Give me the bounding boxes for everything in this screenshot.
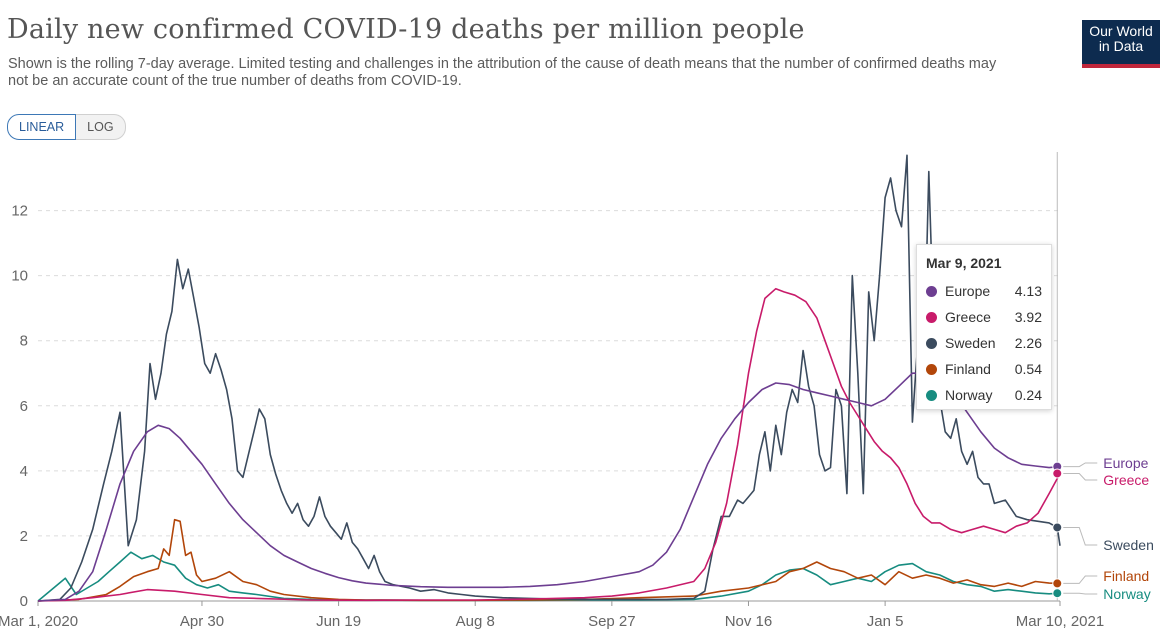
x-tick-label: Nov 16 <box>725 613 773 630</box>
legend-dot-icon <box>926 311 937 323</box>
series-marker-sweden <box>1052 522 1063 533</box>
tooltip-series-value: 0.24 <box>1014 387 1042 403</box>
tooltip-row-europe: Europe 4.13 <box>926 278 1042 304</box>
y-tick-label: 2 <box>20 528 28 545</box>
y-tick-label: 8 <box>20 333 28 350</box>
y-tick-label: 12 <box>11 203 28 220</box>
series-line-finland <box>37 518 1061 602</box>
chart-subtitle: Shown is the rolling 7-day average. Limi… <box>8 56 997 89</box>
owid-logo[interactable]: Our World in Data <box>1082 20 1160 68</box>
tooltip-series-value: 0.54 <box>1014 361 1042 377</box>
tooltip-row-greece: Greece 3.92 <box>926 304 1042 330</box>
series-marker-greece <box>1052 468 1063 479</box>
x-tick-label: Sep 27 <box>588 613 636 630</box>
tooltip-row-finland: Finland 0.54 <box>926 356 1042 382</box>
legend-dot-icon <box>926 285 937 297</box>
x-tick-label: Apr 30 <box>180 613 224 630</box>
y-tick-label: 6 <box>20 398 28 415</box>
tooltip-series-value: 4.13 <box>1014 283 1042 299</box>
tooltip-series-name: Norway <box>945 387 993 403</box>
tooltip-series-value: 3.92 <box>1014 309 1042 325</box>
x-tick-label: Jan 5 <box>867 613 904 630</box>
series-line-europe <box>37 372 1061 602</box>
scale-toggle: LINEAR LOG <box>7 114 126 140</box>
chart-title: Daily new confirmed COVID-19 deaths per … <box>7 14 805 45</box>
tooltip-series-name: Sweden <box>945 335 996 351</box>
x-tick-label: Mar 10, 2021 <box>1016 613 1104 630</box>
hover-tooltip: Mar 9, 2021 Europe 4.13 Greece 3.92 Sweden 2.… <box>916 244 1052 410</box>
series-end-label-europe: Europe <box>1103 455 1148 471</box>
logo-line-1: Our World <box>1089 23 1153 39</box>
legend-dot-icon <box>926 363 937 375</box>
legend-dot-icon <box>926 337 937 349</box>
tooltip-series-name: Greece <box>945 309 991 325</box>
label-connector <box>1063 527 1098 546</box>
series-marker-finland <box>1052 578 1063 589</box>
series-end-label-norway: Norway <box>1103 586 1150 602</box>
series-marker-norway <box>1052 588 1063 599</box>
tooltip-series-value: 2.26 <box>1014 335 1042 351</box>
line-chart[interactable]: 0 2 4 6 8 10 12 Mar 1, 2020 Apr 30 Jun 19 Aug 8 Sep… <box>0 140 1172 641</box>
tooltip-series-name: Europe <box>945 283 991 299</box>
log-scale-button[interactable]: LOG <box>76 114 126 140</box>
y-tick-label: 10 <box>11 268 28 285</box>
tooltip-row-sweden: Sweden 2.26 <box>926 330 1042 356</box>
series-end-label-sweden: Sweden <box>1103 537 1154 553</box>
tooltip-series-name: Finland <box>945 361 991 377</box>
label-connector <box>1063 462 1098 468</box>
linear-scale-button[interactable]: LINEAR <box>7 114 77 140</box>
label-connector <box>1063 575 1098 584</box>
label-connector <box>1063 473 1098 481</box>
x-tick-label: Aug 8 <box>456 613 495 630</box>
x-tick-label: Jun 19 <box>316 613 361 630</box>
y-tick-label: 4 <box>20 463 28 480</box>
y-tick-label: 0 <box>20 593 28 610</box>
series-end-label-greece: Greece <box>1103 472 1149 488</box>
tooltip-row-norway: Norway 0.24 <box>926 382 1042 408</box>
logo-line-2: in Data <box>1098 38 1144 54</box>
series-end-label-finland: Finland <box>1103 568 1149 584</box>
legend-dot-icon <box>926 389 937 401</box>
tooltip-date: Mar 9, 2021 <box>926 255 1002 271</box>
label-connector <box>1063 592 1098 595</box>
series-line-greece <box>37 287 1061 602</box>
x-tick-label: Mar 1, 2020 <box>0 613 78 630</box>
